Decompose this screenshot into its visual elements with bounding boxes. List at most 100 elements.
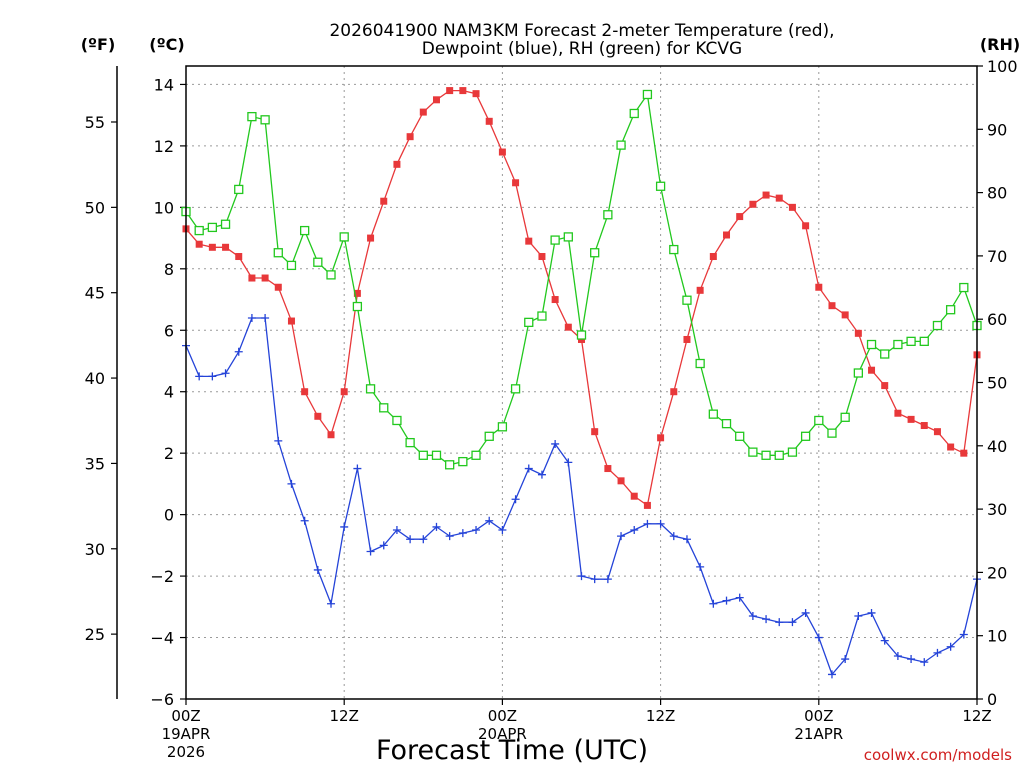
temperature-point-9: [301, 388, 309, 396]
temperature-point-26: [525, 237, 533, 245]
rh-tick-label-8: 20: [987, 563, 1007, 582]
dewpoint-point-21: [458, 529, 467, 538]
rh-point-9: [299, 225, 310, 236]
rh-tick-label-7: 30: [987, 500, 1007, 519]
celsius-tick-label-3: 8: [164, 260, 174, 279]
rh-point-20: [445, 460, 455, 470]
temperature-point-1: [195, 240, 203, 248]
dewpoint-point-15: [379, 541, 388, 550]
rh-point-53: [880, 349, 890, 359]
axes: 14121086420−2−4−655504540353025100908070…: [85, 57, 1018, 761]
dewpoint-point-53: [880, 636, 889, 645]
temperature-point-21: [459, 87, 467, 95]
dewpoint-point-40: [709, 599, 718, 608]
temperature-point-27: [538, 253, 546, 261]
dewpoint-point-16: [392, 525, 401, 534]
temperature-point-16: [393, 160, 401, 168]
rh-tick-label-6: 40: [987, 437, 1007, 456]
temperature-point-5: [248, 274, 256, 282]
dewpoint-point-5: [247, 313, 256, 322]
x-tick-label-3: 12Z: [646, 707, 675, 725]
temperature-point-14: [367, 234, 375, 242]
dewpoint-point-4: [234, 347, 243, 356]
rh-tick-label-0: 100: [987, 57, 1018, 76]
dewpoint-point-11: [327, 599, 336, 608]
dewpoint-point-46: [788, 618, 797, 627]
dewpoint-point-50: [841, 655, 850, 664]
dewpoint-point-31: [590, 575, 599, 584]
rh-tick-label-10: 0: [987, 690, 997, 709]
rh-point-1: [194, 225, 204, 236]
rh-tick-label-9: 10: [987, 627, 1007, 646]
temperature-point-31: [591, 428, 599, 436]
rh-point-32: [603, 210, 613, 220]
temperature-point-38: [683, 335, 691, 343]
celsius-tick-label-9: −4: [150, 629, 174, 648]
dewpoint-point-49: [827, 670, 836, 679]
dewpoint-point-51: [854, 612, 863, 621]
rh-point-31: [590, 248, 600, 258]
temperature-point-22: [472, 90, 480, 98]
rh-point-42: [735, 431, 745, 441]
rh-point-21: [458, 456, 468, 467]
dewpoint-point-47: [801, 608, 810, 617]
dewpoint-point-24: [498, 525, 507, 534]
celsius-tick-label-7: 0: [164, 506, 174, 525]
dewpoint-point-13: [353, 464, 362, 473]
dewpoint-point-39: [696, 562, 705, 571]
grid-lines: [185, 66, 978, 700]
plot-frame: [185, 65, 978, 700]
temperature-point-37: [670, 388, 678, 396]
temperature-point-57: [933, 428, 941, 436]
rh-point-36: [655, 181, 666, 191]
temperature-point-18: [419, 108, 427, 116]
temperature-point-46: [788, 203, 796, 211]
rh-point-45: [774, 450, 784, 460]
dewpoint-point-41: [722, 596, 731, 605]
chart-title-line2: Dewpoint (blue), RH (green) for KCVG: [422, 39, 742, 59]
temperature-point-56: [920, 422, 928, 430]
celsius-tick-label-2: 10: [154, 198, 174, 217]
temperature-point-47: [802, 222, 810, 230]
rh-point-35: [642, 89, 653, 100]
dewpoint-point-1: [195, 372, 204, 381]
temperature-point-7: [274, 283, 282, 291]
dewpoint-point-35: [643, 519, 652, 528]
x-date-label-4: 21APR: [794, 725, 843, 743]
dewpoint-point-38: [682, 535, 691, 544]
celsius-tick-label-10: −6: [150, 690, 174, 709]
dewpoint-point-17: [406, 535, 415, 544]
x-tick-label-5: 12Z: [962, 707, 991, 725]
rh-point-27: [537, 311, 547, 321]
rh-point-49: [827, 428, 837, 438]
dewpoint-point-18: [419, 535, 428, 544]
dewpoint-point-9: [300, 516, 309, 525]
rh-point-33: [616, 140, 626, 150]
rh-point-3: [220, 219, 231, 229]
x-axis-label: Forecast Time (UTC): [376, 735, 648, 766]
dewpoint-point-48: [814, 633, 823, 642]
dewpoint-point-29: [564, 458, 573, 467]
temperature-point-24: [498, 148, 506, 156]
temperature-point-32: [604, 465, 612, 473]
temperature-series: [182, 87, 981, 509]
rh-point-47: [800, 431, 811, 441]
dewpoint-point-14: [366, 547, 375, 556]
temperature-point-20: [446, 87, 454, 95]
temperature-point-58: [947, 443, 955, 451]
dewpoint-point-27: [537, 470, 546, 479]
x-tick-label-2: 00Z: [488, 707, 517, 725]
dewpoint-point-3: [221, 369, 230, 378]
dewpoint-point-2: [208, 372, 217, 381]
dewpoint-point-23: [485, 516, 494, 525]
rh-point-17: [405, 437, 415, 448]
temperature-point-19: [432, 96, 440, 104]
dewpoint-point-26: [524, 464, 533, 473]
dewpoint-point-22: [472, 525, 481, 534]
temperature-point-41: [723, 231, 731, 239]
rh-point-28: [550, 235, 560, 245]
temperature-point-36: [657, 434, 665, 442]
rh-tick-label-3: 70: [987, 247, 1007, 266]
temperature-point-52: [868, 366, 876, 374]
fahrenheit-tick-label-4: 35: [85, 454, 105, 473]
